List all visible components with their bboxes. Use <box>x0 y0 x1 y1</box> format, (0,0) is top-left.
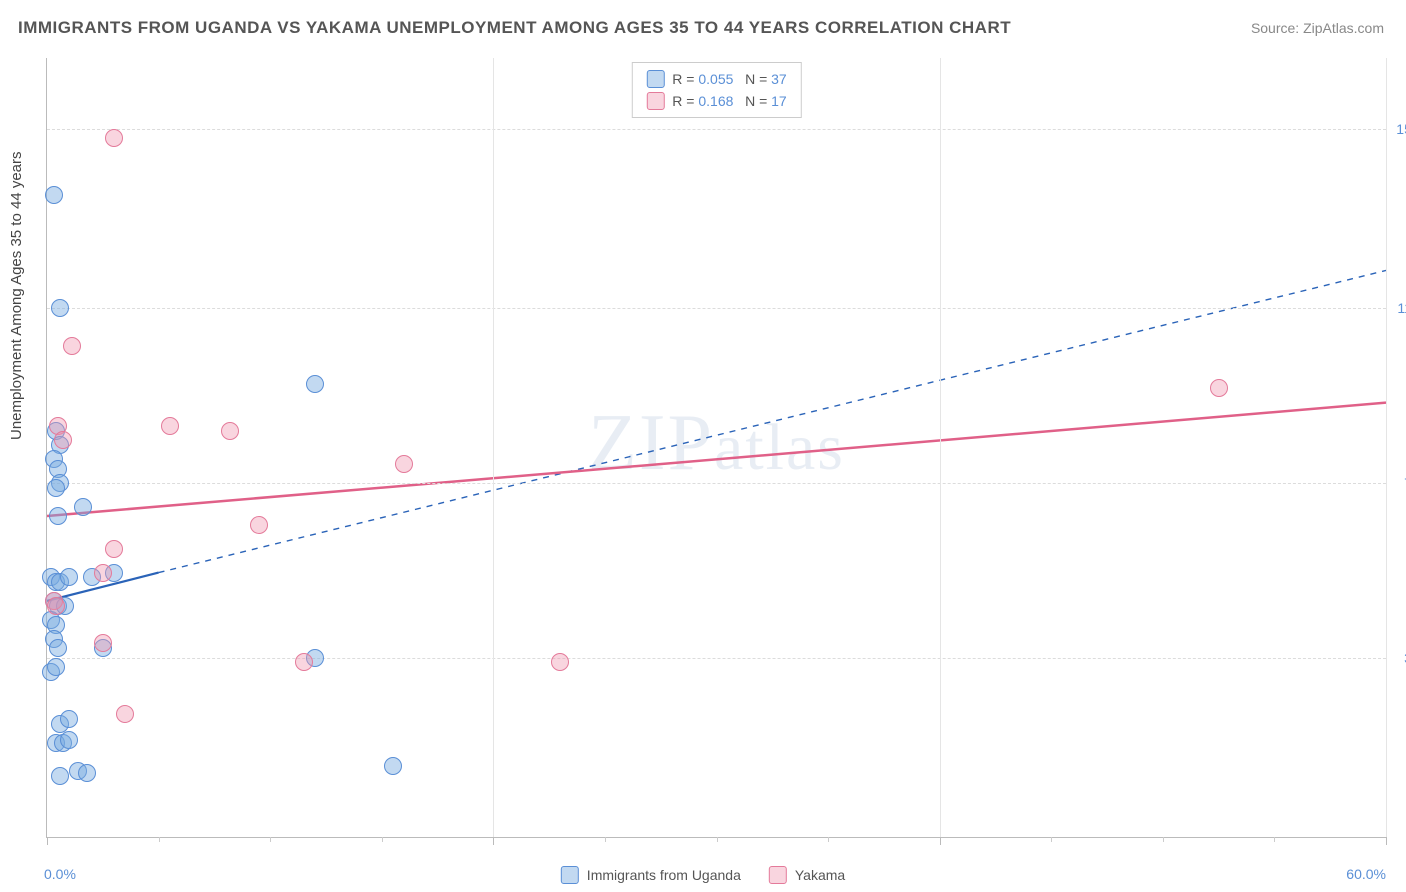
data-point <box>60 710 78 728</box>
data-point <box>94 564 112 582</box>
x-tick-major <box>493 837 494 845</box>
chart-title: IMMIGRANTS FROM UGANDA VS YAKAMA UNEMPLO… <box>18 18 1011 38</box>
legend-row: R = 0.055 N = 37 <box>646 68 786 90</box>
data-point <box>78 764 96 782</box>
data-point <box>74 498 92 516</box>
gridline-h <box>47 483 1386 484</box>
swatch-pink <box>646 92 664 110</box>
watermark: ZIPatlas <box>588 397 845 488</box>
x-tick-major <box>1386 837 1387 845</box>
legend-stats: R = 0.168 N = 17 <box>672 90 786 112</box>
gridline-h <box>47 658 1386 659</box>
source-label: Source: ZipAtlas.com <box>1251 20 1384 36</box>
data-point <box>384 757 402 775</box>
legend-stats: R = 0.055 N = 37 <box>672 68 786 90</box>
x-tick-minor <box>1274 837 1275 842</box>
legend-item: Immigrants from Uganda <box>561 866 741 884</box>
data-point <box>47 479 65 497</box>
data-point <box>105 129 123 147</box>
data-point <box>395 455 413 473</box>
legend-label: Yakama <box>795 867 845 883</box>
gridline-v <box>940 58 941 837</box>
data-point <box>49 639 67 657</box>
data-point <box>47 597 65 615</box>
gridline-v <box>1386 58 1387 837</box>
data-point <box>221 422 239 440</box>
data-point <box>51 767 69 785</box>
x-axis-max-label: 60.0% <box>1346 866 1386 882</box>
data-point <box>116 705 134 723</box>
x-axis-min-label: 0.0% <box>44 866 76 882</box>
data-point <box>60 731 78 749</box>
data-point <box>295 653 313 671</box>
data-point <box>63 337 81 355</box>
x-tick-minor <box>270 837 271 842</box>
swatch-blue <box>646 70 664 88</box>
data-point <box>105 540 123 558</box>
gridline-v <box>493 58 494 837</box>
gridline-h <box>47 308 1386 309</box>
gridline-h <box>47 129 1386 130</box>
data-point <box>54 431 72 449</box>
legend-bottom: Immigrants from Uganda Yakama <box>561 866 845 884</box>
data-point <box>1210 379 1228 397</box>
x-tick-minor <box>382 837 383 842</box>
swatch-blue <box>561 866 579 884</box>
plot-area: ZIPatlas R = 0.055 N = 37R = 0.168 N = 1… <box>46 58 1386 838</box>
y-tick-label: 3.8% <box>1388 650 1406 666</box>
trend-lines <box>47 58 1386 837</box>
legend-top: R = 0.055 N = 37R = 0.168 N = 17 <box>631 62 801 118</box>
x-tick-minor <box>1163 837 1164 842</box>
data-point <box>51 299 69 317</box>
data-point <box>551 653 569 671</box>
x-tick-minor <box>159 837 160 842</box>
data-point <box>45 186 63 204</box>
data-point <box>47 658 65 676</box>
x-tick-minor <box>1051 837 1052 842</box>
y-tick-label: 11.2% <box>1388 300 1406 316</box>
data-point <box>250 516 268 534</box>
x-tick-major <box>940 837 941 845</box>
y-axis-label: Unemployment Among Ages 35 to 44 years <box>8 151 25 440</box>
data-point <box>94 634 112 652</box>
x-tick-minor <box>828 837 829 842</box>
x-tick-minor <box>605 837 606 842</box>
data-point <box>60 568 78 586</box>
data-point <box>49 507 67 525</box>
swatch-pink <box>769 866 787 884</box>
legend-item: Yakama <box>769 866 845 884</box>
x-tick-major <box>47 837 48 845</box>
legend-label: Immigrants from Uganda <box>587 867 741 883</box>
x-tick-minor <box>717 837 718 842</box>
y-tick-label: 15.0% <box>1388 121 1406 137</box>
legend-row: R = 0.168 N = 17 <box>646 90 786 112</box>
data-point <box>306 375 324 393</box>
data-point <box>161 417 179 435</box>
y-tick-label: 7.5% <box>1388 475 1406 491</box>
